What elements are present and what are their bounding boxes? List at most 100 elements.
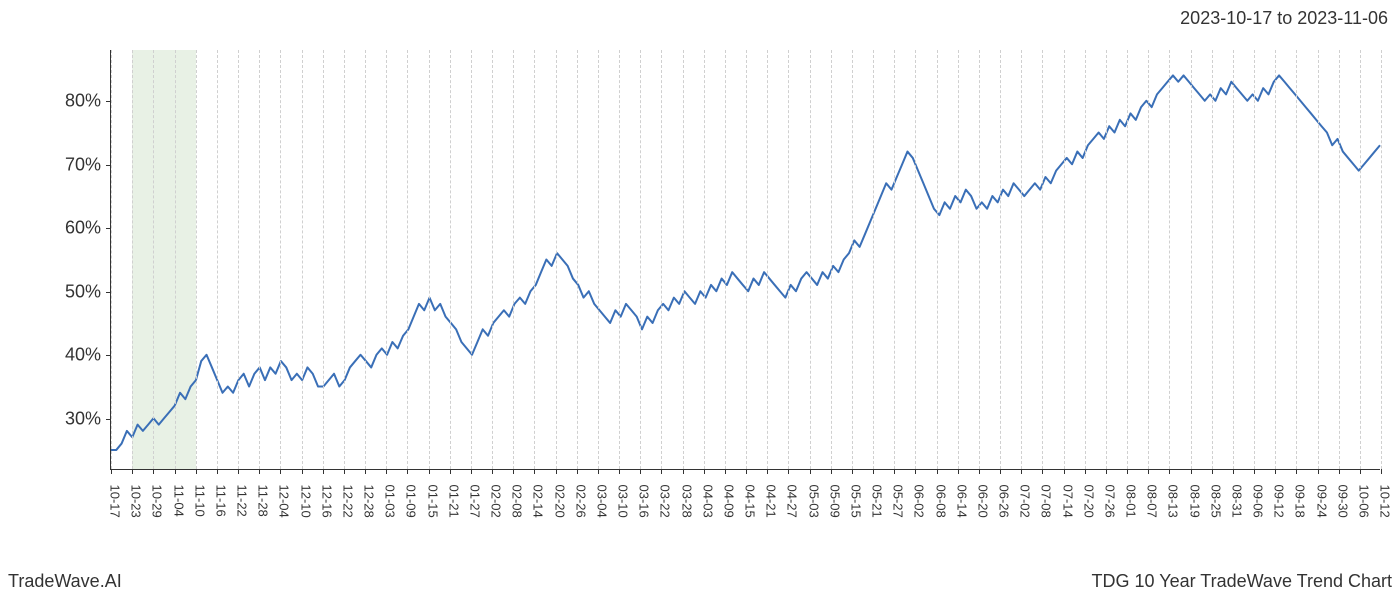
x-axis-tick bbox=[894, 469, 895, 474]
x-axis-tick bbox=[1064, 469, 1065, 474]
grid-line bbox=[407, 50, 408, 469]
x-axis-label: 04-21 bbox=[764, 485, 779, 518]
x-axis-label: 04-15 bbox=[743, 485, 758, 518]
grid-line bbox=[1085, 50, 1086, 469]
trend-chart: 30%40%50%60%70%80%10-1710-2310-2911-0411… bbox=[110, 50, 1380, 470]
grid-line bbox=[344, 50, 345, 469]
grid-line bbox=[1191, 50, 1192, 469]
grid-line bbox=[1212, 50, 1213, 469]
x-axis-tick bbox=[831, 469, 832, 474]
grid-line bbox=[1296, 50, 1297, 469]
y-axis-label: 60% bbox=[65, 218, 101, 239]
grid-line bbox=[704, 50, 705, 469]
x-axis-tick bbox=[175, 469, 176, 474]
grid-line bbox=[1127, 50, 1128, 469]
x-axis-tick bbox=[386, 469, 387, 474]
grid-line bbox=[323, 50, 324, 469]
x-axis-label: 05-09 bbox=[827, 485, 842, 518]
grid-line bbox=[1275, 50, 1276, 469]
x-axis-label: 02-02 bbox=[489, 485, 504, 518]
x-axis-tick bbox=[619, 469, 620, 474]
x-axis-label: 01-27 bbox=[467, 485, 482, 518]
x-axis-tick bbox=[1085, 469, 1086, 474]
x-axis-label: 10-17 bbox=[108, 485, 123, 518]
x-axis-label: 03-04 bbox=[594, 485, 609, 518]
x-axis-label: 07-26 bbox=[1102, 485, 1117, 518]
x-axis-label: 09-18 bbox=[1293, 485, 1308, 518]
grid-line bbox=[386, 50, 387, 469]
x-axis-tick bbox=[1275, 469, 1276, 474]
x-axis-label: 05-03 bbox=[806, 485, 821, 518]
x-axis-tick bbox=[1127, 469, 1128, 474]
x-axis-tick bbox=[471, 469, 472, 474]
x-axis-label: 07-20 bbox=[1081, 485, 1096, 518]
x-axis-label: 11-28 bbox=[256, 485, 271, 517]
grid-line bbox=[450, 50, 451, 469]
x-axis-label: 01-21 bbox=[446, 485, 461, 518]
x-axis-tick bbox=[1212, 469, 1213, 474]
x-axis-label: 08-01 bbox=[1124, 485, 1139, 518]
x-axis-label: 03-16 bbox=[637, 485, 652, 518]
grid-line bbox=[259, 50, 260, 469]
grid-line bbox=[1169, 50, 1170, 469]
x-axis-tick bbox=[132, 469, 133, 474]
x-axis-tick bbox=[1339, 469, 1340, 474]
x-axis-tick bbox=[1169, 469, 1170, 474]
y-axis-label: 70% bbox=[65, 154, 101, 175]
x-axis-tick bbox=[1148, 469, 1149, 474]
y-axis-label: 40% bbox=[65, 345, 101, 366]
x-axis-tick bbox=[217, 469, 218, 474]
grid-line bbox=[915, 50, 916, 469]
x-axis-tick bbox=[767, 469, 768, 474]
grid-line bbox=[788, 50, 789, 469]
x-axis-tick bbox=[1191, 469, 1192, 474]
grid-line bbox=[1106, 50, 1107, 469]
grid-line bbox=[302, 50, 303, 469]
x-axis-tick bbox=[958, 469, 959, 474]
grid-line bbox=[810, 50, 811, 469]
grid-line bbox=[894, 50, 895, 469]
x-axis-tick bbox=[746, 469, 747, 474]
x-axis-label: 05-15 bbox=[848, 485, 863, 518]
y-axis-label: 80% bbox=[65, 90, 101, 111]
x-axis-tick bbox=[873, 469, 874, 474]
x-axis-label: 01-15 bbox=[425, 485, 440, 518]
date-range-label: 2023-10-17 to 2023-11-06 bbox=[1180, 8, 1388, 29]
x-axis-label: 10-12 bbox=[1378, 485, 1393, 518]
x-axis-tick bbox=[111, 469, 112, 474]
brand-label: TradeWave.AI bbox=[8, 571, 122, 592]
x-axis-tick bbox=[196, 469, 197, 474]
grid-line bbox=[217, 50, 218, 469]
x-axis-label: 12-10 bbox=[298, 485, 313, 518]
grid-line bbox=[1318, 50, 1319, 469]
x-axis-label: 04-27 bbox=[785, 485, 800, 518]
grid-line bbox=[873, 50, 874, 469]
x-axis-label: 06-08 bbox=[933, 485, 948, 518]
grid-line bbox=[852, 50, 853, 469]
x-axis-tick bbox=[661, 469, 662, 474]
x-axis-label: 09-06 bbox=[1251, 485, 1266, 518]
x-axis-label: 07-02 bbox=[1018, 485, 1033, 518]
grid-line bbox=[767, 50, 768, 469]
x-axis-label: 09-30 bbox=[1335, 485, 1350, 518]
grid-line bbox=[556, 50, 557, 469]
grid-line bbox=[238, 50, 239, 469]
x-axis-tick bbox=[344, 469, 345, 474]
x-axis-tick bbox=[1233, 469, 1234, 474]
x-axis-label: 09-24 bbox=[1314, 485, 1329, 518]
grid-line bbox=[1064, 50, 1065, 469]
x-axis-label: 11-22 bbox=[235, 485, 250, 517]
grid-line bbox=[979, 50, 980, 469]
x-axis-label: 01-03 bbox=[383, 485, 398, 518]
x-axis-tick bbox=[1254, 469, 1255, 474]
chart-title: TDG 10 Year TradeWave Trend Chart bbox=[1092, 571, 1392, 592]
x-axis-label: 07-08 bbox=[1039, 485, 1054, 518]
x-axis-tick bbox=[1000, 469, 1001, 474]
x-axis-tick bbox=[810, 469, 811, 474]
grid-line bbox=[683, 50, 684, 469]
x-axis-label: 05-27 bbox=[891, 485, 906, 518]
x-axis-tick bbox=[365, 469, 366, 474]
x-axis-tick bbox=[640, 469, 641, 474]
grid-line bbox=[598, 50, 599, 469]
x-axis-tick bbox=[598, 469, 599, 474]
